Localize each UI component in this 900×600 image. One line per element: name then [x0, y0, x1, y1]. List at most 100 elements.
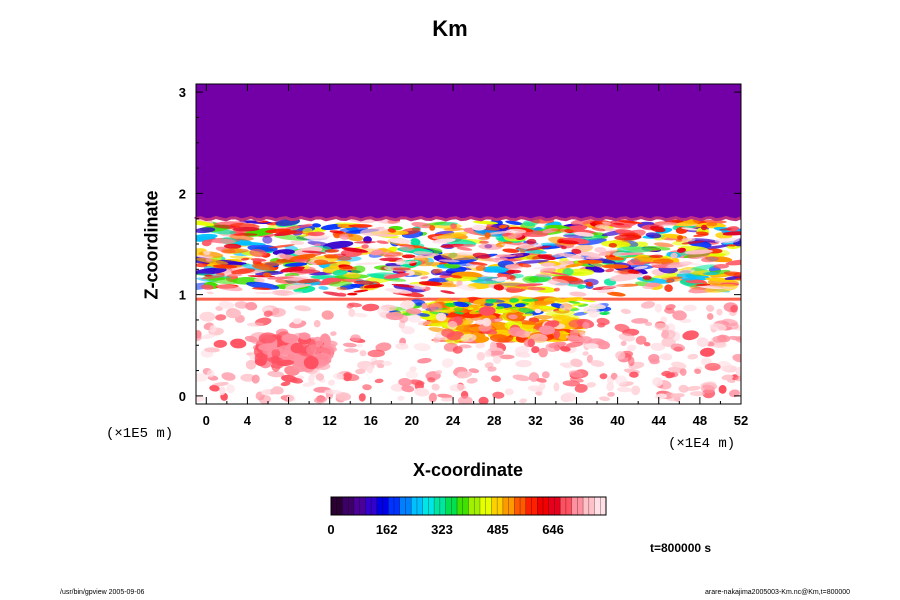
field-blob [706, 222, 718, 227]
field-blob [374, 226, 385, 230]
x-tick-label: 4 [244, 413, 252, 428]
field-blob [468, 261, 488, 266]
field-blob [297, 223, 313, 228]
field-blob [216, 284, 243, 292]
field-blob [315, 373, 325, 381]
field-blob [218, 301, 235, 309]
field-blob [495, 306, 505, 310]
field-blob [292, 318, 302, 325]
field-blob [302, 381, 316, 387]
field-blob [704, 362, 721, 371]
plot-area [194, 83, 742, 405]
field-blob [417, 357, 432, 364]
field-blob [565, 341, 584, 348]
field-blob [735, 277, 741, 281]
field-blob [321, 310, 334, 320]
field-blob [428, 392, 438, 403]
field-blob [399, 245, 415, 252]
field-blob [202, 250, 211, 256]
field-blob [443, 263, 461, 269]
field-blob [569, 291, 587, 297]
field-blob [221, 248, 249, 254]
field-blob [586, 382, 596, 388]
field-blob [307, 231, 325, 237]
field-blob [417, 320, 432, 326]
footer-left: /usr/bin/gpview 2005-09-06 [60, 589, 145, 596]
field-blob [484, 350, 492, 358]
field-blob [586, 281, 593, 287]
field-blob [735, 366, 741, 377]
field-blob [240, 373, 256, 382]
field-blob [504, 287, 521, 291]
field-blob [318, 286, 329, 290]
field-blob [303, 235, 331, 239]
field-blob [509, 274, 516, 281]
field-blob [556, 297, 584, 303]
field-blob [249, 248, 267, 258]
field-blob [200, 333, 215, 340]
field-blob [579, 331, 586, 337]
field-blob [196, 227, 216, 234]
field-blob [602, 284, 626, 289]
field-blob [452, 243, 476, 248]
field-blob [324, 389, 342, 395]
x-axis: 0 4 8 12 16 20 24 28 32 36 40 44 48 52 [203, 84, 748, 428]
field-blob [545, 343, 559, 353]
field-blob [577, 259, 603, 264]
field-blob [569, 281, 588, 285]
field-blob [384, 272, 410, 279]
field-blob [221, 372, 236, 381]
field-blob [314, 259, 329, 265]
field-blob [681, 240, 705, 245]
field-blob [268, 244, 295, 249]
field-blob [522, 275, 539, 284]
field-blob [493, 284, 504, 291]
field-blob [200, 275, 225, 280]
field-blob [499, 354, 515, 360]
field-blob [645, 232, 662, 239]
field-blob [456, 246, 473, 251]
field-blob [518, 263, 532, 268]
field-blob [450, 223, 457, 229]
field-blob [294, 305, 312, 312]
field-blob [276, 359, 294, 367]
field-blob [280, 381, 291, 387]
x-axis-label: X-coordinate [412, 460, 523, 480]
field-blob [577, 284, 586, 289]
field-blob [231, 268, 256, 275]
field-blob [689, 391, 705, 397]
x-tick-label: 32 [528, 413, 542, 428]
field-blob [353, 289, 369, 293]
field-blob [389, 238, 412, 244]
field-blob [338, 266, 358, 272]
y-axis: 0 1 2 3 [179, 85, 741, 404]
field-blob [297, 278, 321, 284]
field-blob [470, 276, 506, 284]
field-blob [541, 262, 555, 267]
footer-right: arare-nakajima2005003-Km.nc@Km,t=800000 [705, 589, 851, 596]
field-blob [421, 302, 428, 310]
field-blob [536, 378, 547, 383]
chart-title: Km [432, 16, 468, 41]
field-blob [446, 331, 464, 341]
field-blob [429, 302, 443, 313]
field-blob [506, 228, 527, 234]
field-blob [679, 237, 696, 243]
field-blob [432, 268, 443, 274]
field-blob [492, 355, 502, 364]
field-blob [376, 363, 385, 369]
field-blob [328, 379, 335, 386]
field-blob [362, 303, 380, 312]
field-blob [559, 304, 573, 311]
x-tick-label: 16 [364, 413, 378, 428]
field-blob [568, 319, 584, 328]
field-blob [273, 234, 309, 241]
field-blob [258, 343, 278, 352]
field-blob [213, 224, 237, 229]
x-tick-label: 0 [203, 413, 210, 428]
x-tick-label: 36 [569, 413, 583, 428]
field-blob [230, 338, 247, 349]
field-blob [515, 351, 531, 358]
field-blob [728, 322, 739, 330]
